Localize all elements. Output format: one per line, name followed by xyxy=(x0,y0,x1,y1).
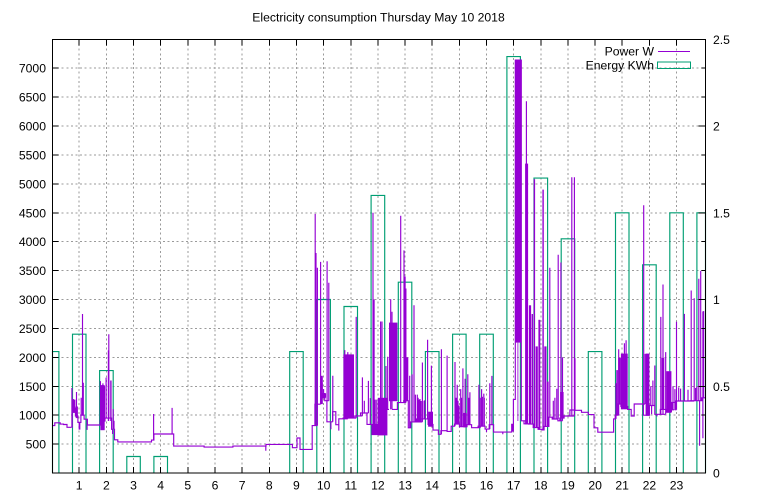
svg-text:2000: 2000 xyxy=(19,351,46,365)
svg-text:2.5: 2.5 xyxy=(713,33,730,47)
svg-text:4000: 4000 xyxy=(19,235,46,249)
svg-text:16: 16 xyxy=(480,479,494,493)
svg-text:9: 9 xyxy=(293,479,300,493)
svg-text:2500: 2500 xyxy=(19,322,46,336)
svg-text:Electricity consumption Thursd: Electricity consumption Thursday May 10 … xyxy=(252,11,505,25)
svg-text:7000: 7000 xyxy=(19,62,46,76)
svg-text:12: 12 xyxy=(371,479,385,493)
svg-text:1000: 1000 xyxy=(19,409,46,423)
svg-text:5: 5 xyxy=(184,479,191,493)
svg-text:Power W: Power W xyxy=(605,45,655,59)
svg-text:2: 2 xyxy=(103,479,110,493)
svg-text:6: 6 xyxy=(212,479,219,493)
svg-text:15: 15 xyxy=(453,479,467,493)
svg-text:Energy KWh: Energy KWh xyxy=(586,59,654,73)
svg-text:4: 4 xyxy=(157,479,164,493)
svg-text:5500: 5500 xyxy=(19,148,46,162)
svg-text:22: 22 xyxy=(643,479,657,493)
svg-text:20: 20 xyxy=(588,479,602,493)
svg-text:3500: 3500 xyxy=(19,264,46,278)
svg-text:10: 10 xyxy=(317,479,331,493)
svg-text:4500: 4500 xyxy=(19,206,46,220)
svg-text:18: 18 xyxy=(534,479,548,493)
svg-text:14: 14 xyxy=(425,479,439,493)
svg-text:11: 11 xyxy=(344,479,357,493)
svg-text:23: 23 xyxy=(670,479,684,493)
svg-text:1: 1 xyxy=(713,293,720,307)
svg-text:1500: 1500 xyxy=(19,380,46,394)
svg-text:0: 0 xyxy=(713,467,720,481)
svg-text:6500: 6500 xyxy=(19,91,46,105)
svg-text:0.5: 0.5 xyxy=(713,380,730,394)
svg-text:2: 2 xyxy=(713,120,720,134)
svg-text:3000: 3000 xyxy=(19,293,46,307)
svg-text:500: 500 xyxy=(26,438,47,452)
svg-text:8: 8 xyxy=(266,479,273,493)
svg-text:6000: 6000 xyxy=(19,120,46,134)
svg-text:13: 13 xyxy=(398,479,412,493)
svg-text:3: 3 xyxy=(130,479,137,493)
svg-text:21: 21 xyxy=(615,479,629,493)
svg-text:19: 19 xyxy=(561,479,575,493)
svg-text:1.5: 1.5 xyxy=(713,206,730,220)
svg-text:5000: 5000 xyxy=(19,177,46,191)
svg-text:17: 17 xyxy=(507,479,521,493)
svg-text:7: 7 xyxy=(239,479,246,493)
svg-text:1: 1 xyxy=(76,479,83,493)
